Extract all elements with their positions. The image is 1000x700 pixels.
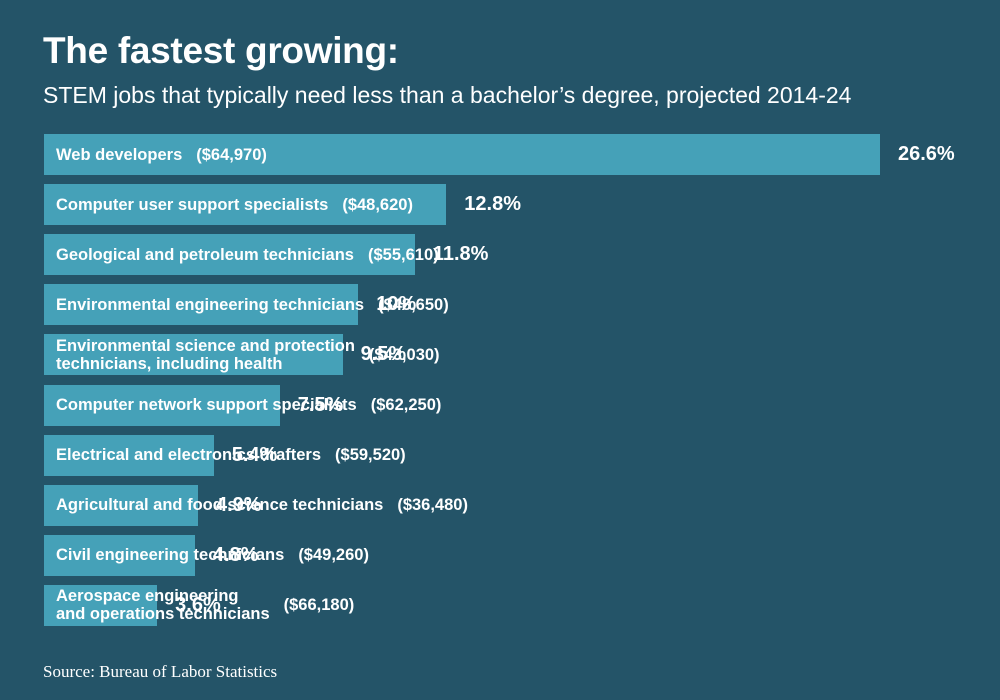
bar	[44, 534, 195, 576]
bar-category-label: Civil engineering technicians ($49,260)	[56, 535, 369, 576]
median-wage-label: ($49,260)	[298, 546, 369, 565]
bar-category-label: Environmental science and protection tec…	[56, 334, 440, 375]
bar	[44, 234, 415, 276]
bar	[44, 284, 359, 326]
category-name: Environmental science and protection tec…	[56, 336, 355, 373]
bar	[44, 184, 447, 226]
median-wage-label: ($66,180)	[283, 596, 355, 615]
data-label: 10%	[376, 293, 417, 316]
bar	[44, 484, 198, 526]
category-name: Computer user support specialists	[56, 195, 329, 214]
bar-category-label: Aerospace engineering and operations tec…	[56, 585, 354, 626]
category-name: Geological and petroleum technicians	[56, 245, 354, 264]
median-wage-label: ($55,610)	[367, 245, 439, 264]
category-name: Electrical and electronics drafters	[56, 446, 322, 465]
data-label: 11.8%	[432, 243, 489, 266]
bar	[44, 134, 880, 175]
category-name: Aerospace engineering and operations tec…	[56, 587, 270, 624]
bar	[44, 334, 343, 376]
data-label: 12.8%	[464, 193, 521, 216]
data-label: 4.8%	[212, 543, 259, 566]
median-wage-label: ($64,970)	[196, 145, 267, 164]
median-wage-label: ($48,650)	[378, 295, 449, 314]
bar-category-label: Agricultural and food science technician…	[56, 485, 468, 526]
bar-category-label: Web developers ($64,970)	[56, 134, 267, 175]
data-label: 4.9%	[216, 493, 262, 516]
chart-subtitle: STEM jobs that typically need less than …	[43, 82, 852, 108]
median-wage-label: ($59,520)	[335, 446, 406, 465]
bar	[44, 384, 280, 426]
data-label: 7.5%	[297, 393, 344, 416]
bar-category-label: Geological and petroleum technicians ($55…	[56, 234, 439, 275]
median-wage-label: ($62,250)	[370, 396, 442, 414]
category-name: Web developers	[56, 145, 183, 164]
data-label: 3.6%	[175, 593, 221, 616]
bar-category-label: Electrical and electronics drafters ($59,…	[56, 435, 406, 476]
data-label: 26.6%	[898, 143, 955, 165]
bar	[44, 434, 214, 476]
data-label: 9.5%	[360, 343, 407, 366]
chart-title: The fastest growing:	[43, 30, 399, 71]
median-wage-label: ($43,030)	[368, 345, 440, 364]
median-wage-label: ($48,620)	[342, 195, 413, 214]
median-wage-label: ($36,480)	[397, 496, 468, 515]
category-name: Environmental engineering technicians	[56, 295, 365, 314]
bar-category-label: Environmental engineering technicians ($4…	[56, 284, 449, 325]
bar-category-label: Computer network support specialists ($62…	[56, 385, 441, 426]
bar	[44, 584, 158, 626]
category-name: Computer network support specialists	[56, 396, 357, 414]
source-note: Source: Bureau of Labor Statistics	[43, 662, 278, 681]
bar-category-label: Computer user support specialists ($48,62…	[56, 184, 413, 225]
data-label: 5.4%	[231, 443, 278, 466]
category-name: Agricultural and food science technician…	[56, 496, 384, 515]
category-name: Civil engineering technicians	[56, 546, 285, 565]
